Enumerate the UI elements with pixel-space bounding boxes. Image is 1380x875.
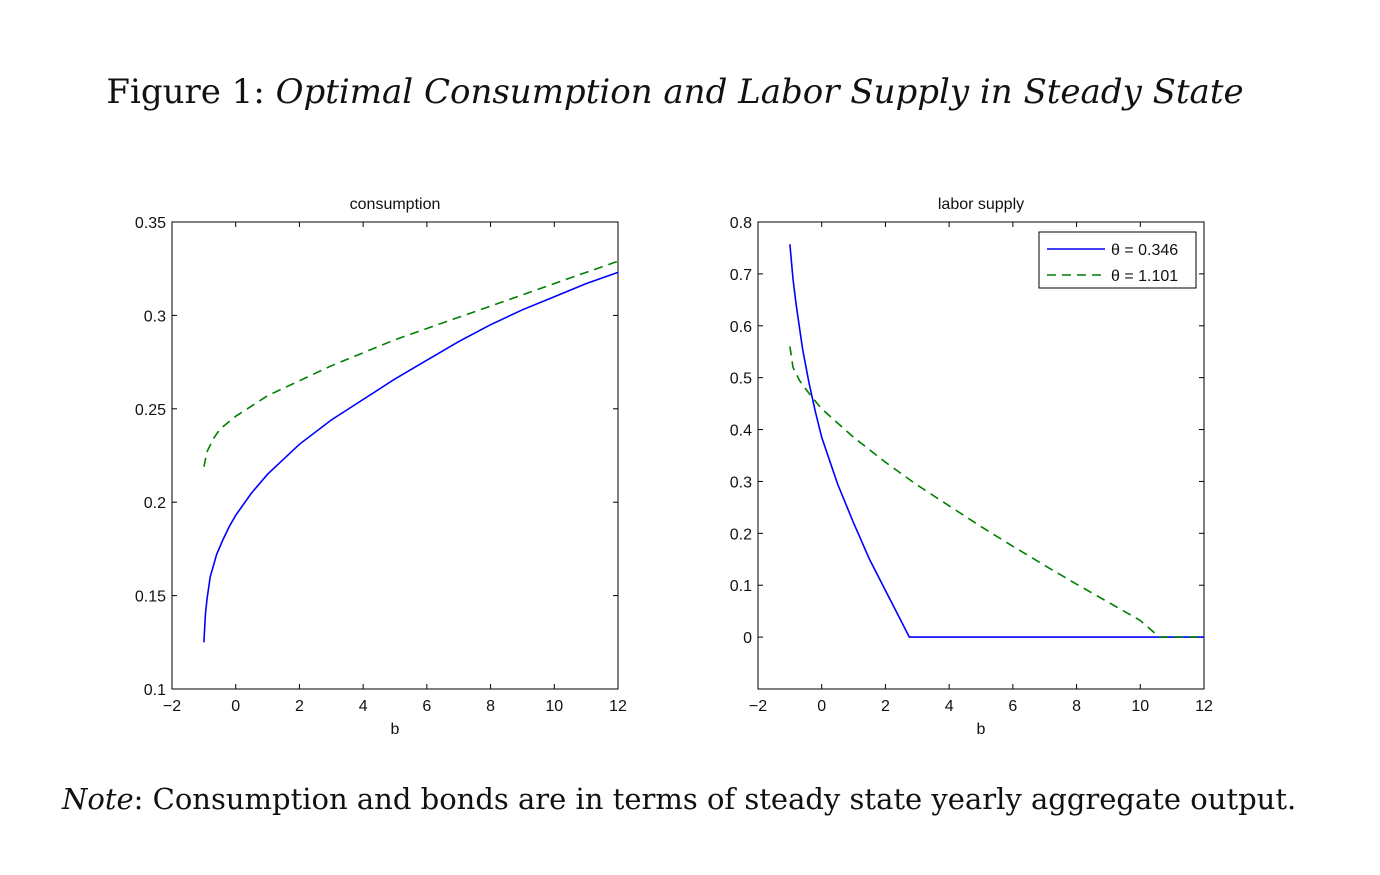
legend-box bbox=[1038, 231, 1197, 289]
y-tick-label: 0.35 bbox=[135, 215, 166, 232]
note-text: : Consumption and bonds are in terms of … bbox=[133, 782, 1297, 816]
x-tick-label: 6 bbox=[1008, 698, 1017, 715]
y-tick-label: 0.5 bbox=[730, 371, 752, 388]
x-tick-label: 8 bbox=[486, 698, 495, 715]
legend-label: θ = 1.101 bbox=[1111, 268, 1178, 285]
y-tick-label: 0.6 bbox=[730, 319, 752, 336]
x-tick-label: 4 bbox=[359, 698, 368, 715]
x-tick-label: 8 bbox=[1072, 698, 1081, 715]
series-line-theta-0346 bbox=[203, 271, 619, 643]
y-tick-label: 0.3 bbox=[144, 308, 166, 325]
x-tick-label: 2 bbox=[881, 698, 890, 715]
figure-note: Note: Consumption and bonds are in terms… bbox=[62, 782, 1296, 816]
y-tick-label: 0.2 bbox=[144, 495, 166, 512]
y-tick-label: 0.7 bbox=[730, 267, 752, 284]
series-line-theta-1101 bbox=[789, 346, 1204, 638]
figure-caption: Optimal Consumption and Labor Supply in … bbox=[275, 72, 1244, 112]
plot-frame bbox=[171, 221, 619, 690]
chart-legend: θ = 0.346 θ = 1.101 bbox=[1038, 231, 1197, 289]
x-tick-label: 12 bbox=[1195, 698, 1213, 715]
series-line-theta-1101 bbox=[203, 260, 619, 467]
y-tick-label: 0.25 bbox=[135, 402, 166, 419]
y-tick-label: 0.1 bbox=[144, 682, 166, 699]
note-label: Note bbox=[62, 782, 134, 816]
chart-panel-0: consumption −2 0 2 4 6 8 10 12 b 0.1 0.15 0.2 0.25 0.3… bbox=[135, 196, 627, 738]
y-tick-label: 0.8 bbox=[730, 215, 752, 232]
x-axis-label: b bbox=[391, 721, 400, 738]
series-line-theta-0346 bbox=[789, 244, 1204, 638]
legend-label: θ = 0.346 bbox=[1111, 242, 1178, 259]
y-tick-label: 0.2 bbox=[730, 526, 752, 543]
y-tick-label: 0.1 bbox=[730, 578, 752, 595]
x-axis-label: b bbox=[977, 721, 986, 738]
chart-title: labor supply bbox=[938, 196, 1024, 213]
plot-frame bbox=[757, 221, 1205, 690]
x-tick-label: 10 bbox=[1131, 698, 1149, 715]
y-tick-label: 0.15 bbox=[135, 589, 166, 606]
x-tick-label: 4 bbox=[945, 698, 954, 715]
chart-panel-1: labor supply −2 0 2 4 6 8 10 12 b 0 0.1 0.2 0.3 0.4 0.5… bbox=[730, 196, 1213, 738]
x-tick-label: 2 bbox=[295, 698, 304, 715]
x-tick-label: −2 bbox=[163, 698, 181, 715]
figure-label: Figure 1: bbox=[106, 72, 265, 112]
x-tick-label: 6 bbox=[422, 698, 431, 715]
x-tick-label: 12 bbox=[609, 698, 627, 715]
x-tick-label: 0 bbox=[231, 698, 240, 715]
x-tick-label: −2 bbox=[749, 698, 767, 715]
figure-title: Figure 1: Optimal Consumption and Labor … bbox=[0, 72, 1350, 112]
y-tick-label: 0.4 bbox=[730, 423, 752, 440]
x-tick-label: 10 bbox=[545, 698, 563, 715]
y-tick-label: 0 bbox=[743, 630, 752, 647]
y-tick-label: 0.3 bbox=[730, 474, 752, 491]
x-tick-label: 0 bbox=[817, 698, 826, 715]
chart-title: consumption bbox=[350, 196, 441, 213]
